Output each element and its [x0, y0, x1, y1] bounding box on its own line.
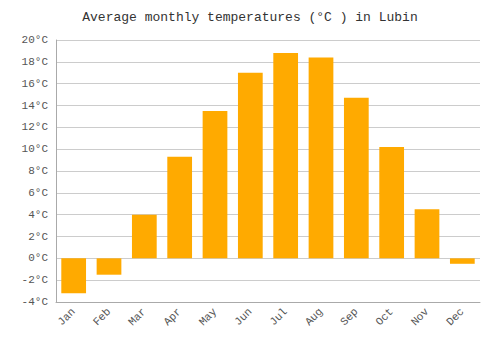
svg-text:Feb: Feb [91, 306, 113, 328]
svg-text:8°C: 8°C [28, 165, 48, 177]
svg-text:12°C: 12°C [22, 121, 49, 133]
svg-text:Jul: Jul [267, 306, 289, 328]
svg-text:Dec: Dec [444, 306, 466, 328]
svg-text:Mar: Mar [126, 306, 148, 328]
svg-text:Sep: Sep [338, 306, 360, 328]
svg-text:10°C: 10°C [22, 143, 49, 155]
svg-text:-2°C: -2°C [22, 274, 49, 286]
svg-text:May: May [197, 305, 220, 328]
svg-text:Jun: Jun [232, 306, 254, 328]
svg-text:Nov: Nov [409, 305, 432, 328]
svg-text:20°C: 20°C [22, 34, 49, 46]
svg-text:4°C: 4°C [28, 209, 48, 221]
svg-text:Jan: Jan [55, 306, 77, 328]
svg-text:Apr: Apr [161, 306, 183, 328]
svg-text:2°C: 2°C [28, 231, 48, 243]
svg-text:0°C: 0°C [28, 252, 48, 264]
svg-text:Aug: Aug [303, 306, 325, 328]
svg-text:6°C: 6°C [28, 187, 48, 199]
svg-text:Oct: Oct [373, 306, 395, 328]
svg-text:14°C: 14°C [22, 100, 49, 112]
svg-text:16°C: 16°C [22, 78, 49, 90]
svg-text:18°C: 18°C [22, 56, 49, 68]
svg-text:-4°C: -4°C [22, 296, 49, 308]
svg-text:Average monthly temperatures (: Average monthly temperatures (°C ) in Lu… [82, 10, 417, 25]
